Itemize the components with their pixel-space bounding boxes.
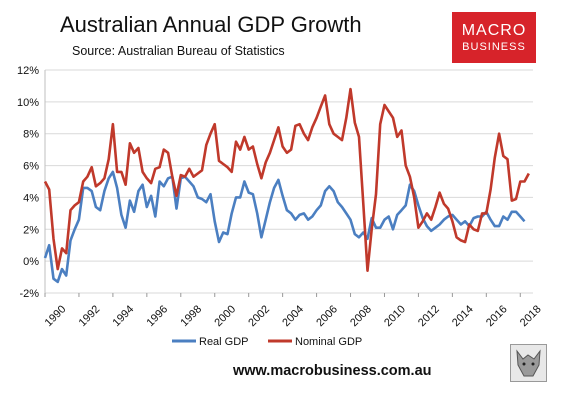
x-tick-label: 2010 bbox=[382, 303, 408, 329]
logo-line-1: MACRO bbox=[461, 22, 527, 39]
y-tick-label: 6% bbox=[23, 161, 39, 173]
gridlines bbox=[44, 69, 533, 294]
website-url: www.macrobusiness.com.au bbox=[233, 363, 432, 379]
nominal-gdp-line bbox=[43, 87, 530, 273]
chart-subtitle: Source: Australian Bureau of Statistics bbox=[72, 44, 285, 58]
x-tick-label: 2016 bbox=[484, 303, 510, 329]
x-tick-label: 2014 bbox=[450, 303, 476, 329]
x-tick-label: 2008 bbox=[348, 303, 374, 329]
wolf-icon bbox=[516, 349, 541, 377]
wolf-logo-image bbox=[510, 344, 547, 382]
x-tick-label: 1992 bbox=[77, 303, 103, 329]
x-tick-label: 1994 bbox=[111, 303, 137, 329]
x-tick-label: 2004 bbox=[280, 303, 306, 329]
x-tick-label: 2018 bbox=[518, 303, 544, 329]
y-tick-label: 4% bbox=[23, 192, 39, 204]
legend-label-nominal: Nominal GDP bbox=[295, 336, 362, 348]
x-tick-label: 2002 bbox=[246, 303, 272, 329]
series-lines bbox=[43, 87, 530, 284]
x-tick-label: 2006 bbox=[314, 303, 340, 329]
y-tick-label: 12% bbox=[17, 65, 39, 77]
x-tick-label: 2012 bbox=[416, 303, 442, 329]
x-axis-ticks: 1990 1992 1994 1996 1998 2000 2002 2004 2006 2008… bbox=[43, 293, 544, 329]
y-tick-label: 8% bbox=[23, 129, 39, 141]
legend: Real GDP Nominal GDP bbox=[172, 336, 362, 348]
chart-title: Australian Annual GDP Growth bbox=[60, 12, 362, 37]
x-tick-label: 1996 bbox=[144, 303, 170, 329]
y-tick-label: 0% bbox=[23, 256, 39, 268]
real-gdp-line bbox=[43, 170, 526, 284]
x-tick-label: 1998 bbox=[178, 303, 204, 329]
x-tick-label: 2000 bbox=[212, 303, 238, 329]
logo-line-2: BUSINESS bbox=[462, 41, 526, 53]
macrobusiness-logo: MACRO BUSINESS bbox=[452, 12, 536, 63]
y-tick-label: 2% bbox=[23, 224, 39, 236]
x-tick-label: 1990 bbox=[43, 303, 69, 329]
y-tick-label: 10% bbox=[17, 97, 39, 109]
y-tick-label: -2% bbox=[19, 288, 39, 300]
legend-label-real: Real GDP bbox=[199, 336, 249, 348]
y-axis-ticks: -2% 0% 2% 4% 6% 8% 10% 12% bbox=[17, 65, 39, 300]
